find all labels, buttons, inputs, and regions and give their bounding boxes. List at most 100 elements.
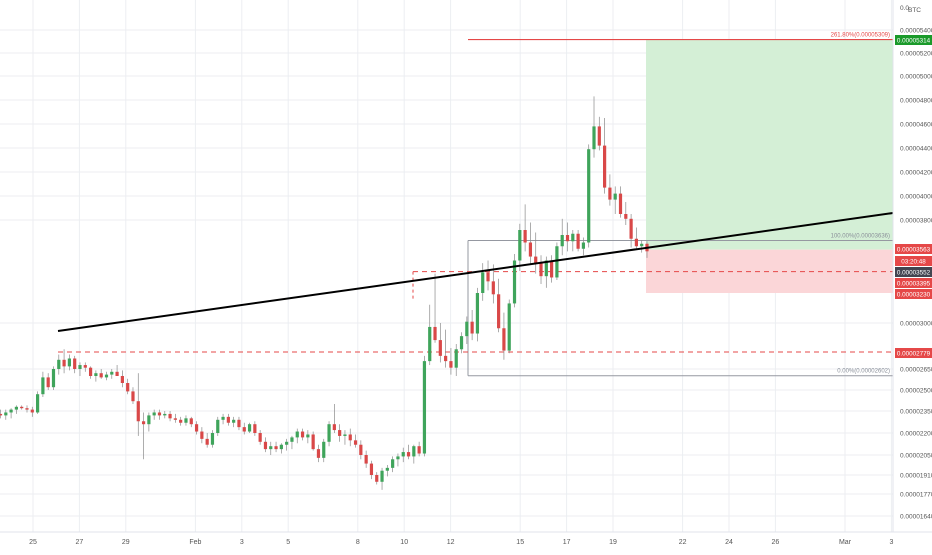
candle <box>422 355 427 457</box>
candle-body <box>428 326 432 362</box>
candle <box>512 253 517 308</box>
candle <box>364 450 368 468</box>
price-badge: 0.00005314 <box>895 35 932 45</box>
candle-body <box>618 193 623 214</box>
y-tick-label: 0.00003000 <box>900 321 932 328</box>
candle-body <box>232 419 236 423</box>
y-tick-label: 0.00004200 <box>900 170 932 177</box>
candle-body <box>141 421 146 425</box>
candle <box>571 230 575 252</box>
x-tick-label: 8 <box>356 539 360 546</box>
candle <box>475 287 480 342</box>
candle <box>163 411 167 419</box>
time-axis-background <box>0 532 932 550</box>
price-badge-label: 03:20:48 <box>901 258 926 265</box>
candle-body <box>157 412 162 416</box>
candle <box>332 404 336 433</box>
candle-body <box>528 242 533 257</box>
candle-body <box>581 242 586 249</box>
candle <box>353 434 358 448</box>
price-badge: 0.00003563 <box>895 244 932 254</box>
candle-body <box>550 260 554 278</box>
y-tick-label: 0.00002050 <box>900 453 932 460</box>
candle <box>279 443 283 454</box>
candle-body <box>247 424 252 432</box>
y-tick-label: 0.00002650 <box>900 367 932 374</box>
candle <box>194 421 199 435</box>
candle <box>306 430 310 444</box>
x-tick-label: 17 <box>563 539 571 546</box>
candle <box>189 416 193 428</box>
candle <box>528 222 533 265</box>
candle <box>454 344 458 376</box>
candle <box>560 218 564 256</box>
x-tick-label: 27 <box>76 539 84 546</box>
candle <box>534 232 538 274</box>
y-tick-label: 0.00005200 <box>900 51 932 58</box>
candle-body <box>62 359 66 367</box>
candle <box>597 116 601 151</box>
y-tick-label: 0.00005000 <box>900 74 932 81</box>
candle <box>99 369 103 379</box>
candle-body <box>4 412 8 416</box>
candle-body <box>9 409 13 413</box>
price-badge-bg <box>895 267 932 277</box>
candle-body <box>417 446 421 454</box>
candle <box>247 422 252 433</box>
candle <box>51 366 56 390</box>
candle <box>152 409 156 420</box>
candle <box>581 237 586 256</box>
candle <box>518 223 522 271</box>
candle-body <box>322 441 326 458</box>
candle-body <box>544 260 548 277</box>
x-tick-label: 5 <box>286 539 290 546</box>
y-tick-label: 0.00004400 <box>900 146 932 153</box>
candle-body <box>534 256 538 264</box>
candle-body <box>565 235 570 242</box>
price-badges: 0.00005314 0.00003563 03:20:48 0.00003552 0.… <box>895 35 932 358</box>
price-badge: 0.00003395 <box>895 278 932 288</box>
candle <box>253 421 257 436</box>
x-tick-label: Mar <box>839 539 852 546</box>
candle <box>141 412 146 460</box>
candle <box>104 371 109 381</box>
candle-body <box>152 412 156 416</box>
candle-body <box>343 434 347 436</box>
candle <box>115 365 119 376</box>
candle <box>147 412 151 432</box>
candle <box>380 467 384 490</box>
candle-body <box>481 272 485 293</box>
candle-body <box>603 145 607 188</box>
candle <box>274 441 278 453</box>
candle-body <box>475 293 480 334</box>
candle-body <box>194 424 199 432</box>
candle-body <box>237 419 241 428</box>
time-axis[interactable]: 25 27 29 Feb 3 5 8 10 12 15 17 19 22 24 26 Mar 3 <box>0 531 932 550</box>
candle <box>269 441 273 455</box>
candle-body <box>290 437 294 442</box>
candle-body <box>438 340 442 356</box>
x-tick-label: 3 <box>240 539 244 546</box>
price-badge-bg <box>895 244 932 254</box>
candle <box>258 430 262 445</box>
candle <box>608 174 612 206</box>
candle <box>41 371 45 397</box>
candle <box>0 409 3 419</box>
candle-body <box>502 328 506 351</box>
trendline-layer[interactable] <box>57 212 894 332</box>
candle <box>205 433 209 448</box>
candle-body <box>385 467 389 471</box>
candle-body <box>104 374 109 378</box>
ascending-trendline[interactable] <box>57 212 894 332</box>
y-tick-label: 0.00002350 <box>900 409 932 416</box>
candle-body <box>115 371 119 376</box>
candle-body <box>406 452 411 457</box>
price-levels: 261.80%(0.00005309) 100.00%(0.00003636) 0.… <box>58 33 893 377</box>
candle-body <box>258 433 262 442</box>
candle-body <box>375 475 379 482</box>
candle-body <box>454 349 458 368</box>
candle-body <box>173 418 177 420</box>
candle-body <box>634 238 639 247</box>
